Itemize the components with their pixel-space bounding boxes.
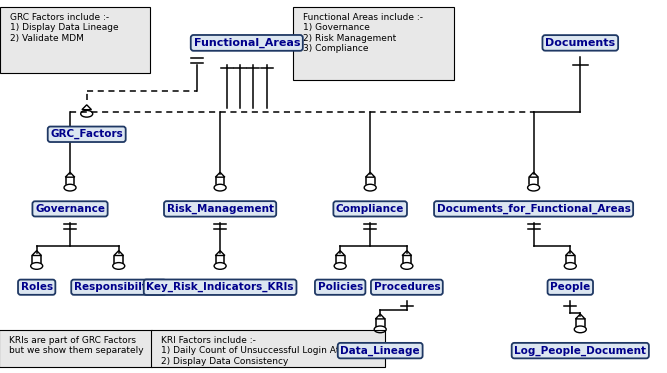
Text: Functional Areas include :-
1) Governance
2) Risk Management
3) Compliance: Functional Areas include :- 1) Governanc…: [303, 13, 424, 53]
Text: GRC Factors include :-
1) Display Data Lineage
2) Validate MDM: GRC Factors include :- 1) Display Data L…: [10, 13, 119, 43]
Text: Roles: Roles: [21, 282, 53, 292]
Text: Compliance: Compliance: [336, 204, 404, 214]
Text: People: People: [550, 282, 590, 292]
FancyBboxPatch shape: [0, 7, 150, 73]
Text: Functional_Areas: Functional_Areas: [193, 38, 300, 48]
Text: Procedures: Procedures: [374, 282, 440, 292]
Text: Key_Risk_Indicators_KRIs: Key_Risk_Indicators_KRIs: [146, 282, 294, 292]
Text: Log_People_Document: Log_People_Document: [514, 345, 646, 356]
Text: Risk_Management: Risk_Management: [167, 204, 273, 214]
Text: Policies: Policies: [317, 282, 363, 292]
Text: Data_Lineage: Data_Lineage: [340, 345, 420, 356]
Text: Governance: Governance: [35, 204, 105, 214]
Text: GRC_Factors: GRC_Factors: [50, 129, 123, 140]
Text: Responsibilties: Responsibilties: [74, 282, 163, 292]
Text: Documents: Documents: [545, 38, 616, 48]
Text: Documents_for_Functional_Areas: Documents_for_Functional_Areas: [437, 204, 630, 214]
FancyBboxPatch shape: [151, 330, 385, 367]
FancyBboxPatch shape: [293, 7, 454, 80]
Text: KRI Factors include :-
1) Daily Count of Unsuccessful Login Attempts
2) Display : KRI Factors include :- 1) Daily Count of…: [161, 336, 372, 366]
FancyBboxPatch shape: [0, 330, 152, 367]
Text: KRIs are part of GRC Factors
but we show them separately: KRIs are part of GRC Factors but we show…: [9, 336, 143, 355]
